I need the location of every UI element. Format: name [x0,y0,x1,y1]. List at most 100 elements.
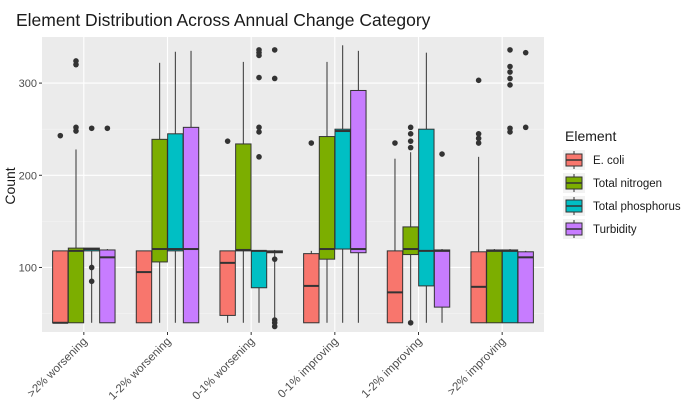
box-2-0 [83,125,100,323]
outlier-point [475,130,482,137]
outlier-point [522,49,529,56]
legend-label: Total phosphorus [593,201,681,213]
box-2-5 [501,47,519,324]
box-body [517,251,534,324]
box-body [219,250,236,316]
legend-label: Total nitrogen [593,178,662,190]
outlier-point [256,154,262,160]
outlier-point [256,129,262,135]
box-3-4 [433,151,451,323]
outlier-point [407,138,414,144]
plot-panel [42,37,544,332]
x-axis: >2% worsening 1-2% worsening 0-1% worsenin… [26,332,509,403]
box-body [250,250,268,289]
box-body [303,253,320,324]
outlier-point [439,151,445,157]
box-body [433,249,451,308]
outlier-point [407,144,414,151]
box-body [135,250,153,324]
box-body [350,89,367,254]
outlier-point [224,138,231,144]
box-body [235,143,252,252]
box-0-3 [303,140,320,324]
outlier-point [507,82,513,88]
box-2-4 [418,52,435,323]
boxes-layer [52,45,534,330]
outlier-point [104,125,111,132]
box-3-1 [182,50,200,324]
box-0-4 [386,140,404,324]
x-tick-label: 1-2% worsening [107,336,174,403]
y-axis: 100 200 300 [19,78,42,274]
box-body [402,226,419,256]
outlier-point [308,140,315,146]
outlier-point [407,130,414,137]
outlier-point [507,69,513,75]
box-1-5 [486,249,503,324]
outlier-point [256,124,262,131]
box-body [318,136,336,260]
outlier-point [522,124,529,131]
box-body [182,126,200,324]
legend-item: Turbidity [563,219,637,239]
outlier-point [271,256,278,262]
outlier-point [88,278,95,285]
outlier-point [256,47,262,53]
box-0-1 [135,250,153,324]
box-0-2 [219,138,236,323]
outlier-point [475,140,482,146]
outlier-point [57,132,64,139]
legend-item: Total phosphorus [563,196,681,216]
outlier-point [271,47,278,53]
box-3-3 [350,50,367,323]
outlier-point [475,77,482,84]
x-tick-label: >2% worsening [26,336,90,400]
x-tick-label: >2% improving [446,336,509,399]
outlier-point [475,135,482,142]
box-3-2 [266,47,283,330]
chart-title: Element Distribution Across Annual Chang… [16,10,431,30]
box-body [167,133,184,252]
outlier-point [507,47,513,53]
outlier-point [407,124,414,131]
box-body [486,249,503,324]
box-body [99,249,116,324]
outlier-point [271,75,278,82]
x-tick-label: 0-1% improving [276,336,341,401]
legend-title: Element [565,128,616,144]
y-axis-title: Count [2,167,18,204]
box-1-2 [235,61,252,323]
legend-label: Turbidity [593,224,637,236]
box-2-2 [250,47,268,323]
outlier-point [507,63,513,70]
box-3-5 [517,49,534,324]
legend-item: Total nitrogen [563,173,662,193]
box-0-0 [52,132,69,324]
outlier-point [73,58,79,64]
box-body [67,247,85,324]
x-tick-label: 0-1% worsening [190,336,257,403]
box-1-0 [67,58,85,324]
legend: Element E. coli Total nitrogen Total phosp… [563,128,681,239]
box-body [151,138,168,263]
outlier-point [73,124,79,131]
outlier-point [271,317,278,323]
x-tick-label: 1-2% improving [360,336,425,401]
outlier-point [407,319,414,326]
minor-grid [42,128,544,314]
box-3-0 [99,125,116,324]
outlier-point [507,125,513,132]
outlier-point [256,74,262,81]
box-body [334,128,351,250]
box-body [418,128,435,287]
outlier-point [88,125,95,132]
outlier-point [88,264,95,271]
box-body [52,250,69,324]
legend-label: E. coli [593,155,624,167]
y-tick-label: 200 [19,170,37,182]
box-body [501,249,519,324]
box-body [386,250,404,324]
box-1-4 [402,124,419,326]
outlier-point [392,140,398,146]
